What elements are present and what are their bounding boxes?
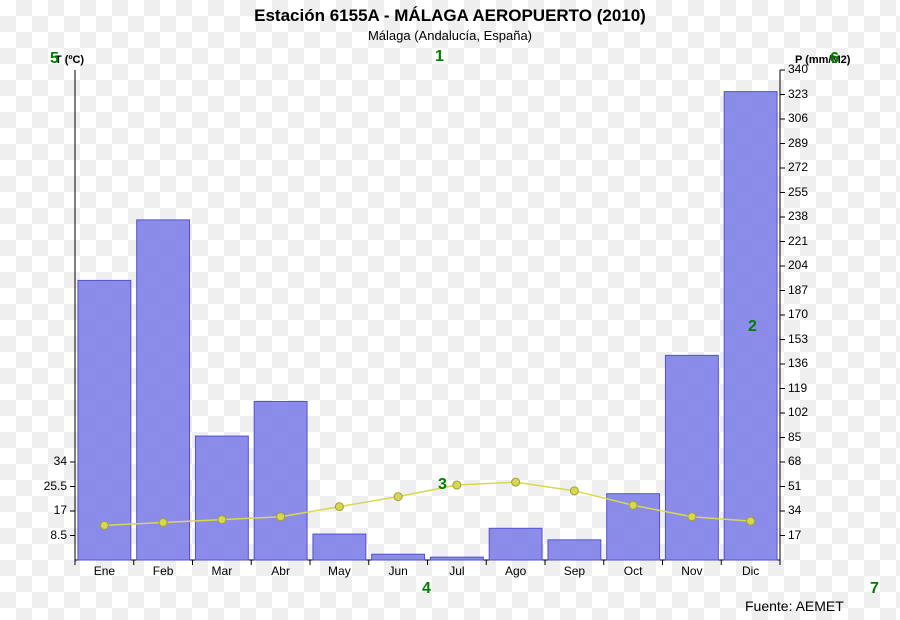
right-tick-323: 323: [788, 87, 808, 101]
bar-Mar: [195, 436, 248, 560]
month-label-Oct: Oct: [604, 564, 663, 578]
month-label-Jun: Jun: [369, 564, 428, 578]
marker-4: 4: [422, 580, 431, 598]
right-tick-68: 68: [788, 454, 801, 468]
temperature-point-May: [335, 503, 343, 511]
right-tick-306: 306: [788, 111, 808, 125]
marker-6: 6: [830, 50, 839, 68]
marker-1: 1: [435, 48, 444, 66]
temperature-point-Ago: [512, 478, 520, 486]
chart-subtitle: Málaga (Andalucía, España): [0, 28, 900, 43]
bar-Ene: [78, 280, 131, 560]
right-tick-187: 187: [788, 283, 808, 297]
marker-3: 3: [438, 476, 447, 494]
month-label-Sep: Sep: [545, 564, 604, 578]
right-tick-153: 153: [788, 332, 808, 346]
right-tick-221: 221: [788, 234, 808, 248]
bar-Sep: [548, 540, 601, 560]
marker-5: 5: [50, 50, 59, 68]
left-tick-17: 17: [54, 503, 67, 517]
right-tick-34: 34: [788, 503, 801, 517]
temperature-point-Nov: [688, 513, 696, 521]
right-tick-136: 136: [788, 356, 808, 370]
right-tick-272: 272: [788, 160, 808, 174]
bar-Nov: [665, 355, 718, 560]
temperature-point-Jun: [394, 493, 402, 501]
month-label-Jul: Jul: [428, 564, 487, 578]
month-label-Ene: Ene: [75, 564, 134, 578]
chart-title: Estación 6155A - MÁLAGA AEROPUERTO (2010…: [0, 6, 900, 26]
month-label-May: May: [310, 564, 369, 578]
chart-svg: [0, 0, 900, 620]
temperature-point-Mar: [218, 516, 226, 524]
right-tick-85: 85: [788, 430, 801, 444]
month-label-Abr: Abr: [251, 564, 310, 578]
right-tick-204: 204: [788, 258, 808, 272]
left-axis-title: T (ºC): [55, 54, 84, 66]
temperature-point-Feb: [159, 519, 167, 527]
month-label-Feb: Feb: [134, 564, 193, 578]
left-tick-34: 34: [54, 454, 67, 468]
right-tick-102: 102: [788, 405, 808, 419]
month-label-Dic: Dic: [721, 564, 780, 578]
temperature-point-Ene: [100, 521, 108, 529]
right-tick-340: 340: [788, 62, 808, 76]
bar-Jul: [430, 557, 483, 560]
marker-2: 2: [748, 318, 757, 336]
left-tick-25.5: 25.5: [44, 479, 67, 493]
bar-Ago: [489, 528, 542, 560]
temperature-point-Jul: [453, 481, 461, 489]
temperature-point-Sep: [570, 487, 578, 495]
right-tick-51: 51: [788, 479, 801, 493]
marker-7: 7: [870, 580, 879, 598]
right-tick-255: 255: [788, 185, 808, 199]
left-tick-8.5: 8.5: [50, 528, 67, 542]
month-label-Ago: Ago: [486, 564, 545, 578]
temperature-point-Oct: [629, 501, 637, 509]
temperature-point-Abr: [277, 513, 285, 521]
bar-Jun: [372, 554, 425, 560]
right-tick-238: 238: [788, 209, 808, 223]
right-tick-289: 289: [788, 136, 808, 150]
bar-Feb: [137, 220, 190, 560]
month-label-Nov: Nov: [663, 564, 722, 578]
temperature-point-Dic: [747, 517, 755, 525]
source-label: Fuente: AEMET: [745, 598, 844, 614]
right-tick-119: 119: [788, 381, 807, 395]
bar-May: [313, 534, 366, 560]
bar-Abr: [254, 401, 307, 560]
right-tick-170: 170: [788, 307, 808, 321]
right-tick-17: 17: [788, 528, 801, 542]
month-label-Mar: Mar: [193, 564, 252, 578]
